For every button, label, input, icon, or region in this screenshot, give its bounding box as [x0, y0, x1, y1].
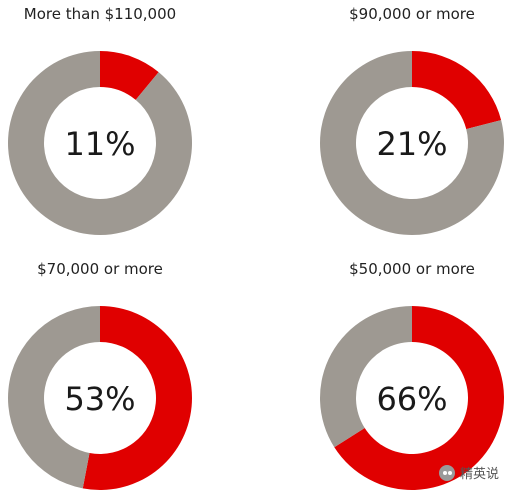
percentage-label: 53% — [64, 380, 135, 418]
donut-slice-highlight — [100, 51, 159, 100]
donut-slice-highlight — [334, 306, 505, 490]
percentage-label: 21% — [376, 125, 447, 163]
donut-chart: 21% — [320, 51, 504, 235]
donut-chart: 66% — [320, 306, 505, 490]
donut-slice-remainder — [320, 306, 412, 448]
donut-chart: 11% — [7, 51, 192, 235]
chart-title: $90,000 or more — [349, 5, 475, 23]
percentage-label: 66% — [376, 380, 447, 418]
watermark: 精英说 — [439, 463, 499, 482]
chart-title: More than $110,000 — [23, 5, 177, 23]
watermark-text: 精英说 — [460, 467, 500, 482]
donut-slice-remainder — [320, 51, 504, 235]
chart-title: $70,000 or more — [37, 260, 163, 278]
donut-chart: 53% — [8, 306, 193, 490]
wechat-icon — [439, 464, 455, 481]
donut-slice-remainder — [8, 306, 100, 489]
percentage-label: 11% — [64, 125, 135, 163]
donut-slice-highlight — [412, 51, 502, 130]
chart-title: $50,000 or more — [349, 260, 475, 278]
donut-slice-remainder — [7, 51, 192, 235]
donut-slice-highlight — [82, 306, 193, 490]
